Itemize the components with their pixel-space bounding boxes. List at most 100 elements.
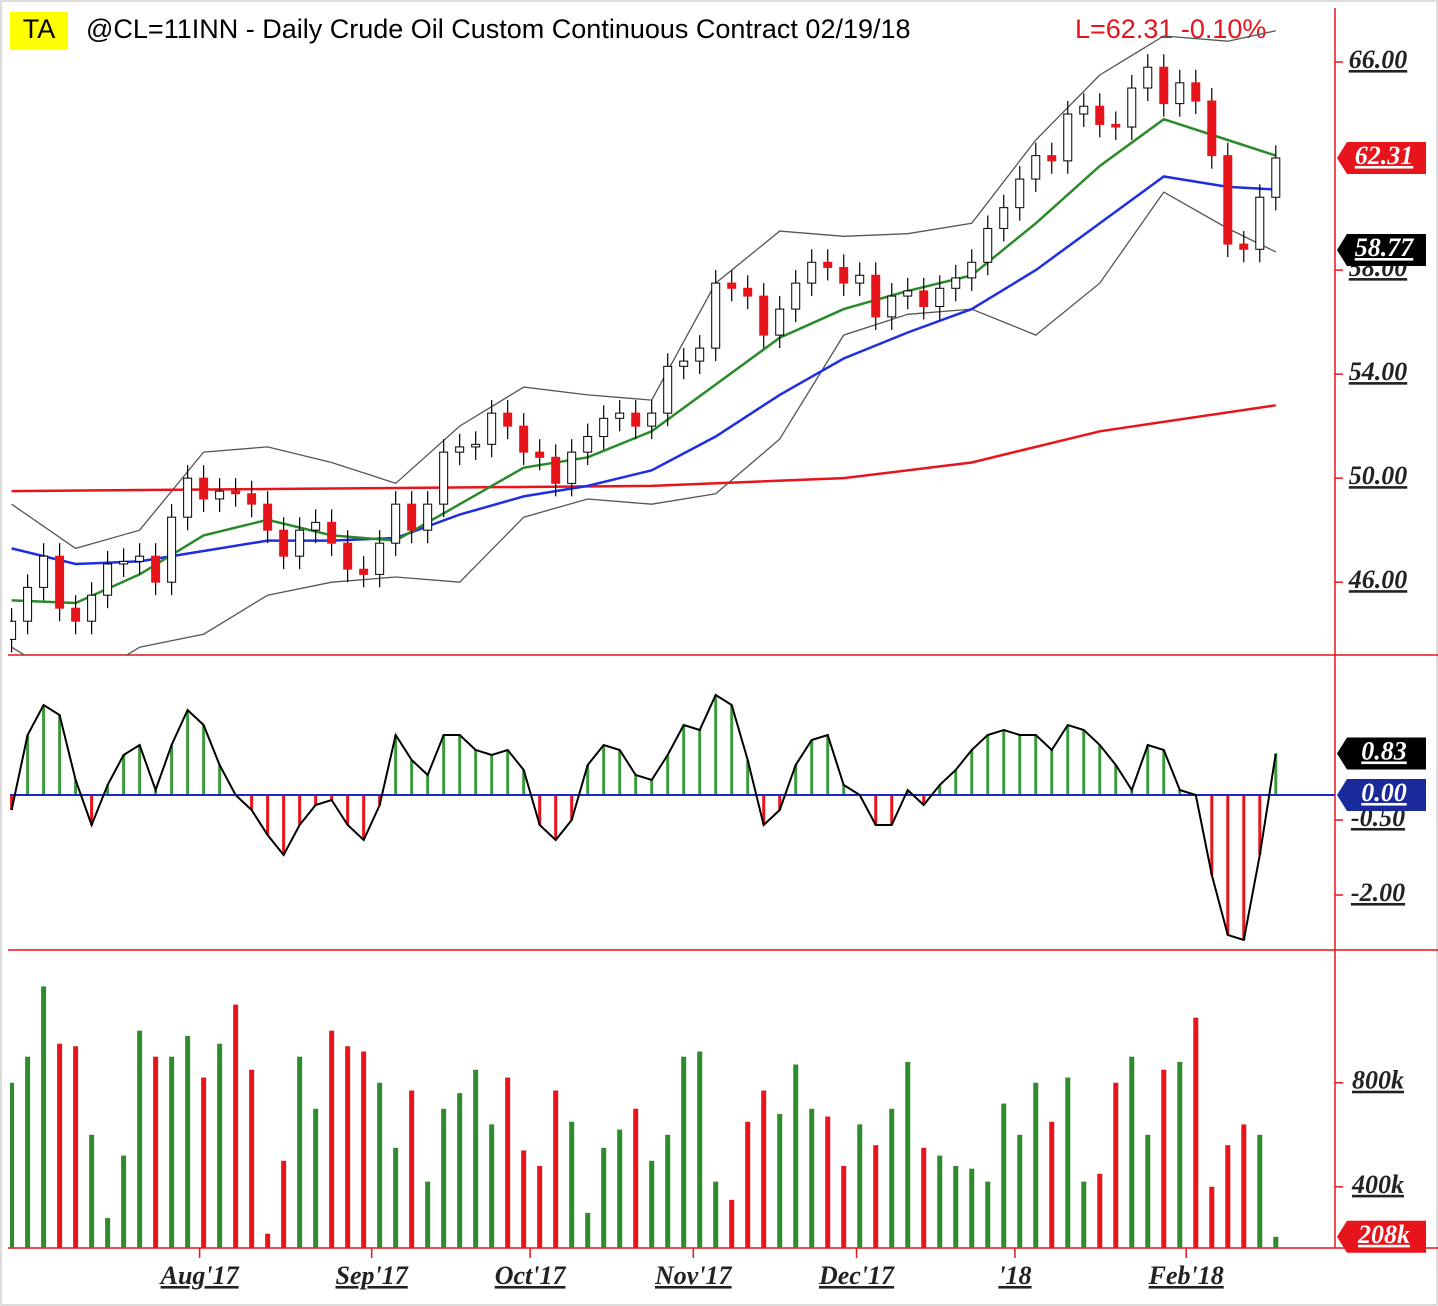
candle-body xyxy=(871,274,881,318)
volume-bar xyxy=(1273,1236,1279,1248)
y-tick-label: 54.00 xyxy=(1349,357,1408,386)
volume-bar xyxy=(857,1124,863,1248)
panel xyxy=(10,986,1279,1248)
candle-body xyxy=(695,347,705,362)
osc-bar xyxy=(378,795,382,805)
osc-bar xyxy=(746,760,750,795)
osc-bar xyxy=(906,790,910,795)
candle-body xyxy=(727,282,737,289)
candle-body xyxy=(615,412,625,419)
osc-bar xyxy=(666,755,670,795)
volume-bar xyxy=(569,1121,575,1248)
osc-bar xyxy=(1034,735,1038,795)
volume-bar xyxy=(489,1124,495,1248)
x-tick-label: Nov'17 xyxy=(654,1261,733,1290)
osc-bar xyxy=(250,795,254,810)
candle-body xyxy=(1127,87,1137,128)
volume-bar xyxy=(121,1155,127,1248)
osc-bar xyxy=(1130,790,1134,795)
marker-label: 0.83 xyxy=(1361,736,1407,765)
volume-bar xyxy=(985,1181,991,1248)
price-marker xyxy=(1337,737,1426,770)
osc-bar xyxy=(1210,795,1214,875)
osc-bar xyxy=(1274,753,1278,795)
candle-body xyxy=(679,360,689,367)
volume-bar xyxy=(89,1134,95,1248)
volume-bar xyxy=(729,1199,735,1248)
osc-bar xyxy=(1226,795,1230,935)
candle-body xyxy=(23,586,33,622)
candle-body xyxy=(391,503,401,544)
osc-bar xyxy=(826,735,830,795)
volume-bar xyxy=(1145,1134,1151,1248)
volume-bar xyxy=(713,1181,719,1248)
volume-bar xyxy=(889,1108,895,1248)
osc-bar xyxy=(1050,750,1054,795)
y-tick-label: 66.00 xyxy=(1349,45,1408,74)
volume-bar xyxy=(1033,1082,1039,1248)
candle-body xyxy=(71,607,81,622)
candle-body xyxy=(439,451,449,505)
osc-bar xyxy=(298,795,302,825)
osc-bar xyxy=(890,795,894,825)
candle-body xyxy=(1239,243,1249,250)
volume-bar xyxy=(25,1056,31,1248)
volume-bar xyxy=(1017,1134,1023,1248)
osc-bar xyxy=(922,795,926,805)
candle-body xyxy=(743,287,753,297)
volume-bar xyxy=(841,1166,847,1248)
indicator-line xyxy=(11,404,1276,493)
x-tick-label: Feb'18 xyxy=(1148,1261,1224,1290)
volume-bar xyxy=(249,1069,255,1248)
volume-bar xyxy=(201,1077,207,1248)
candle-body xyxy=(1015,178,1025,209)
y-tick-label: 50.00 xyxy=(1349,461,1408,490)
volume-bar xyxy=(41,986,47,1248)
candle-body xyxy=(135,555,145,562)
volume-bar xyxy=(521,1150,527,1248)
candle-body xyxy=(263,503,273,531)
candle-body xyxy=(903,290,913,297)
candle-body xyxy=(87,594,97,622)
volume-bar xyxy=(1097,1173,1103,1248)
volume-bar xyxy=(361,1051,367,1248)
volume-bar xyxy=(409,1090,415,1248)
osc-bar xyxy=(426,775,430,795)
volume-bar xyxy=(457,1093,463,1248)
candle-body xyxy=(1079,105,1089,115)
osc-bar xyxy=(778,795,782,810)
y-tick-label: 46.00 xyxy=(1348,565,1408,594)
osc-bar xyxy=(586,765,590,795)
indicator-line xyxy=(11,175,1276,566)
osc-bar xyxy=(1162,750,1166,795)
candle-body xyxy=(10,620,17,640)
osc-bar xyxy=(170,745,174,795)
candle-body xyxy=(823,261,833,268)
osc-bar xyxy=(1242,795,1246,940)
candle-body xyxy=(983,227,993,263)
candle-body xyxy=(279,529,289,557)
candle-body xyxy=(599,417,609,438)
candle-body xyxy=(359,568,369,575)
volume-bar xyxy=(649,1160,655,1248)
candle-body xyxy=(471,443,481,448)
x-tick-label: '18 xyxy=(998,1261,1031,1290)
candle-body xyxy=(199,477,209,500)
osc-bar xyxy=(602,745,606,795)
candle-body xyxy=(1063,113,1073,162)
osc-bar xyxy=(506,750,510,795)
candle-body xyxy=(775,308,785,336)
candle-body xyxy=(1143,66,1153,89)
candle-body xyxy=(839,266,849,284)
y-tick-label: 400k xyxy=(1351,1170,1404,1199)
osc-bar xyxy=(490,755,494,795)
candle-body xyxy=(1111,123,1121,128)
candle-body xyxy=(519,425,529,453)
volume-bar xyxy=(473,1069,479,1248)
volume-bar xyxy=(57,1043,63,1248)
candle-body xyxy=(631,412,641,427)
candle-body xyxy=(1031,155,1041,180)
candle-body xyxy=(967,261,977,279)
x-tick-label: Aug'17 xyxy=(159,1261,240,1290)
osc-bar xyxy=(730,705,734,795)
